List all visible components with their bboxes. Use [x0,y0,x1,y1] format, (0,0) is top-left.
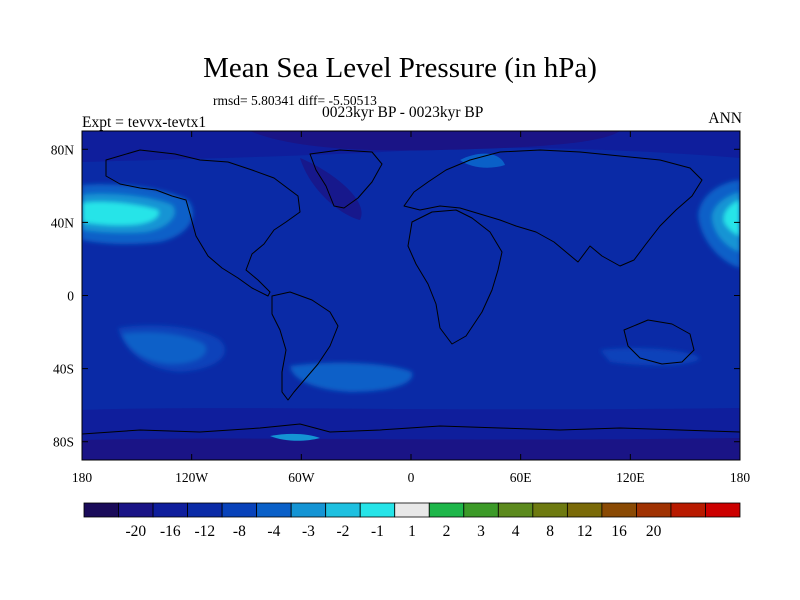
north-america-outline [105,149,301,297]
y-axis: 80N 40N 0 40S 80S [51,142,740,450]
field-background [82,131,740,460]
sind-patch [600,347,700,366]
africa-outline [407,209,503,345]
colorbar-swatch [636,502,672,518]
colorbar-label: -4 [267,523,280,540]
experiment-label: Expt = tevvx-tevtx1 [82,114,207,131]
y-tick-label: 80N [51,142,75,157]
arctic-core [250,131,620,151]
colorbar-swatch [670,502,706,518]
greenland-low [300,158,362,220]
colorbar-swatch [705,502,741,518]
satl-patch [290,362,413,392]
colorbar-label: -16 [160,523,181,540]
x-tick-label: 180 [730,470,751,485]
spac-inner [122,332,206,364]
colorbar-swatch [497,502,534,518]
colorbar-swatch [463,502,499,518]
colorbar-label: 3 [477,523,485,540]
chart-title: Mean Sea Level Pressure (in hPa) [203,52,597,84]
colorbar-label: -20 [125,523,146,540]
x-tick-label: 0 [408,470,415,485]
colorbar-swatch [428,502,465,518]
colorbar-swatch [325,502,361,518]
colorbar-swatch [566,502,603,518]
colorbar-swatch [601,502,637,518]
colorbar-label: 20 [646,523,662,540]
y-tick-label: 40N [51,215,75,230]
antarctica-outline [82,423,740,435]
coastlines [82,149,740,435]
colorbar-label: -2 [336,523,349,540]
x-tick-label: 120E [616,470,645,485]
y-tick-label: 0 [67,289,74,304]
colorbar-swatch [532,502,568,518]
colorbar-swatch [152,502,188,518]
season-label: ANN [708,110,742,127]
y-tick-label: 40S [53,362,74,377]
colorbar-swatch [290,502,327,518]
australia-outline [623,319,695,365]
greenland-outline [309,149,383,209]
colorbar-label: -8 [233,523,246,540]
colorbar-swatch [83,502,119,518]
colorbar: -20 -16 -12 -8 -4 -3 -2 -1 1 2 3 4 8 12 16 20 [83,502,741,540]
y-tick-label: 80S [53,435,74,450]
stats-label: rmsd= 5.80341 diff= -5.50513 [213,93,377,108]
colorbar-swatch [256,502,292,518]
x-axis: 180 120W 60W 0 60E 120E 180 [72,131,751,485]
colorbar-swatch [359,502,396,518]
colorbar-label: 4 [512,523,520,540]
colorbar-label: 2 [443,523,451,540]
pressure-field [82,131,740,460]
colorbar-label: 1 [408,523,416,540]
colorbar-swatch [187,502,223,518]
colorbar-swatch [118,502,154,518]
eurasia-outline [403,149,703,267]
antarctic-band [82,438,740,460]
colorbar-swatch [221,502,258,518]
colorbar-label: 12 [577,523,593,540]
x-tick-label: 60E [510,470,532,485]
colorbar-label: -12 [195,523,216,540]
x-tick-label: 120W [175,470,208,485]
x-tick-label: 60W [288,470,315,485]
colorbar-label: 8 [546,523,554,540]
x-tick-label: 180 [72,470,93,485]
colorbar-label: 16 [611,523,627,540]
siberia-patch [460,153,505,168]
colorbar-label: -1 [371,523,384,540]
chart-subtitle: 0023kyr BP - 0023kyr BP [322,104,484,121]
south-america-outline [271,291,339,401]
colorbar-swatch [394,502,430,518]
npac-inner-right [723,200,740,236]
colorbar-label: -3 [302,523,315,540]
npac-inner-left [82,201,159,226]
weddell-patch [270,433,320,441]
